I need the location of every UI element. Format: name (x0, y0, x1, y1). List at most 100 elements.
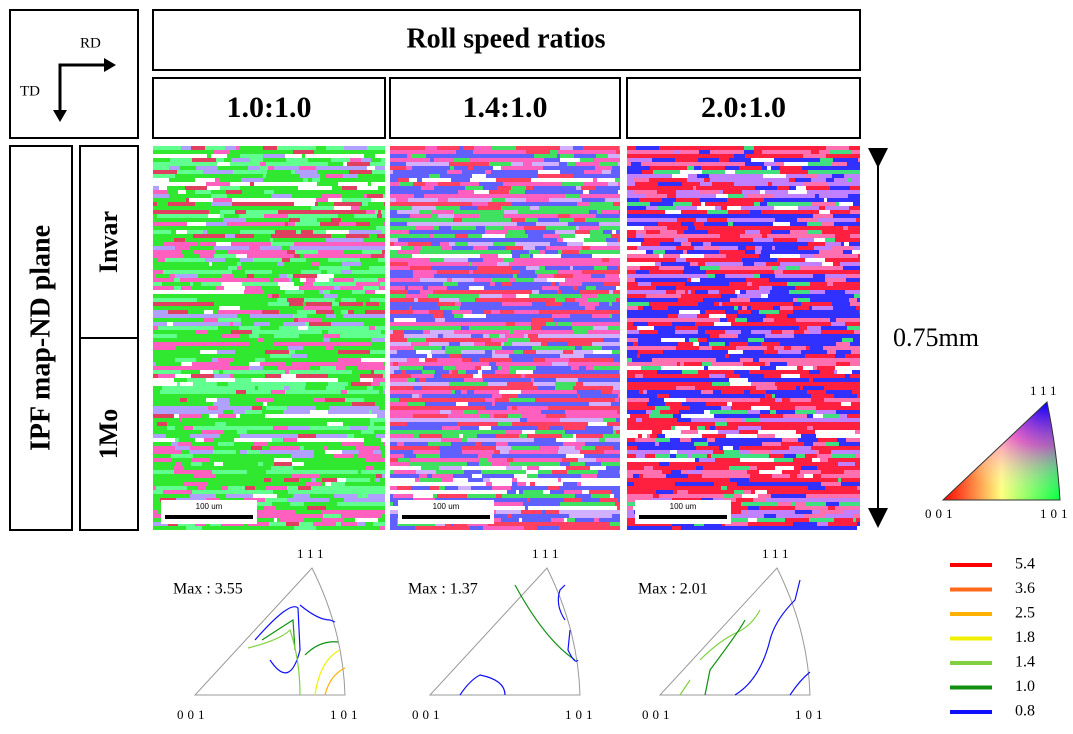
grain (264, 478, 271, 482)
grain (507, 382, 513, 386)
grain (729, 362, 740, 366)
grain (728, 194, 743, 198)
grain (562, 434, 573, 438)
grain (332, 306, 355, 310)
grain (644, 238, 665, 242)
grain (715, 426, 729, 430)
grain (718, 490, 734, 494)
grain (536, 202, 559, 206)
grain (360, 266, 365, 270)
grain (262, 390, 271, 394)
grain (405, 482, 409, 486)
grain (390, 250, 397, 254)
grain (825, 238, 835, 242)
grain (153, 258, 158, 262)
grain (153, 242, 164, 246)
grain (510, 346, 532, 350)
grain (467, 494, 477, 498)
grain (390, 190, 398, 194)
grain (675, 350, 682, 354)
grain (741, 206, 748, 210)
grain (390, 398, 399, 402)
grain (825, 274, 845, 278)
grain (520, 270, 535, 274)
grain (153, 390, 160, 394)
grain (337, 358, 361, 362)
grain (721, 486, 727, 490)
grain (290, 258, 306, 262)
grain (556, 438, 576, 442)
grain (564, 498, 571, 502)
grain (734, 226, 747, 230)
grain (850, 374, 860, 378)
grain (277, 382, 294, 386)
grain (470, 330, 479, 334)
grain (706, 238, 719, 242)
grain (855, 454, 860, 458)
grain (745, 366, 760, 370)
grain (660, 342, 671, 346)
grain (167, 186, 176, 190)
grain (565, 278, 583, 282)
grain (511, 486, 526, 490)
grain (627, 302, 649, 306)
grain (627, 154, 640, 158)
grain (431, 266, 434, 270)
grain (539, 266, 545, 270)
grain (280, 218, 289, 222)
grain (830, 318, 836, 322)
grain (218, 326, 233, 330)
grain (228, 486, 245, 490)
grain (429, 310, 443, 314)
grain (671, 342, 678, 346)
grain (754, 302, 776, 306)
grain (417, 178, 422, 182)
grain (795, 178, 811, 182)
grain (390, 450, 413, 454)
grain (261, 202, 285, 206)
grain (589, 402, 611, 406)
grain (594, 482, 598, 486)
grain (613, 278, 620, 282)
grain (530, 206, 539, 210)
grain (223, 218, 246, 222)
grain (678, 250, 683, 254)
grain (634, 190, 657, 194)
grain (329, 486, 341, 490)
grain (279, 274, 287, 278)
grain (559, 218, 574, 222)
grain (310, 366, 320, 370)
grain (560, 158, 580, 162)
grain (499, 250, 511, 254)
grain (773, 306, 780, 310)
grain (310, 190, 321, 194)
grain (443, 366, 455, 370)
grain (775, 326, 778, 330)
grain (240, 434, 264, 438)
grain (605, 274, 619, 278)
grain (321, 270, 327, 274)
grain (331, 482, 345, 486)
grain (744, 434, 757, 438)
grain (725, 354, 729, 358)
grain (787, 486, 808, 490)
grain (649, 278, 670, 282)
grain (447, 278, 452, 282)
grain (304, 306, 324, 310)
grain (604, 278, 613, 282)
grain (471, 418, 489, 422)
grain (551, 282, 555, 286)
grain (390, 170, 393, 174)
grain (501, 210, 504, 214)
grain (431, 242, 440, 246)
grain (294, 338, 308, 342)
grain (836, 318, 853, 322)
grain (287, 274, 293, 278)
grain (789, 186, 796, 190)
grain (627, 466, 638, 470)
grain (290, 246, 305, 250)
grain (681, 430, 698, 434)
grain (831, 434, 854, 438)
grain (714, 246, 719, 250)
grain (203, 326, 208, 330)
